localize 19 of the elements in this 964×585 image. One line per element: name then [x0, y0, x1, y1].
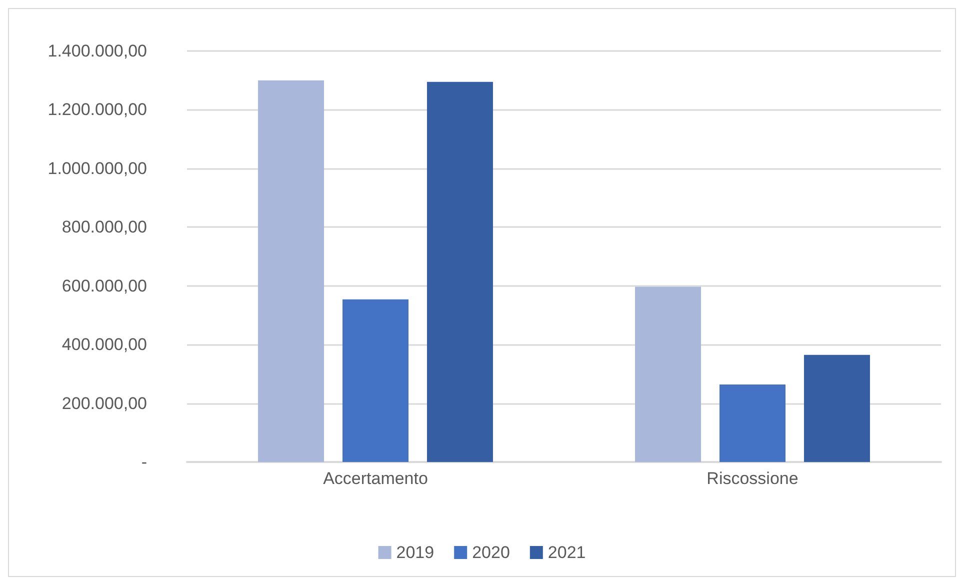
y-tick-label: 1.200.000,00: [48, 100, 147, 120]
bar: [635, 286, 702, 462]
bar: [342, 299, 408, 462]
y-tick-label: 800.000,00: [62, 218, 147, 237]
y-tick-label: -: [141, 452, 147, 472]
bar: [804, 354, 870, 462]
bar: [258, 80, 324, 462]
x-tick-label: Riscossione: [706, 469, 798, 488]
x-tick-label: Accertamento: [323, 469, 428, 488]
y-tick-label: 400.000,00: [62, 335, 147, 354]
legend-label: 2020: [472, 543, 510, 562]
bar: [720, 384, 786, 462]
legend-label: 2021: [548, 543, 586, 562]
y-tick-label: 1.000.000,00: [48, 158, 147, 178]
y-tick-label: 1.400.000,00: [48, 42, 147, 60]
y-tick-label: 600.000,00: [62, 276, 147, 296]
y-tick-label: 200.000,00: [62, 394, 147, 413]
legend-label: 2019: [396, 543, 434, 562]
bar: [426, 82, 493, 462]
